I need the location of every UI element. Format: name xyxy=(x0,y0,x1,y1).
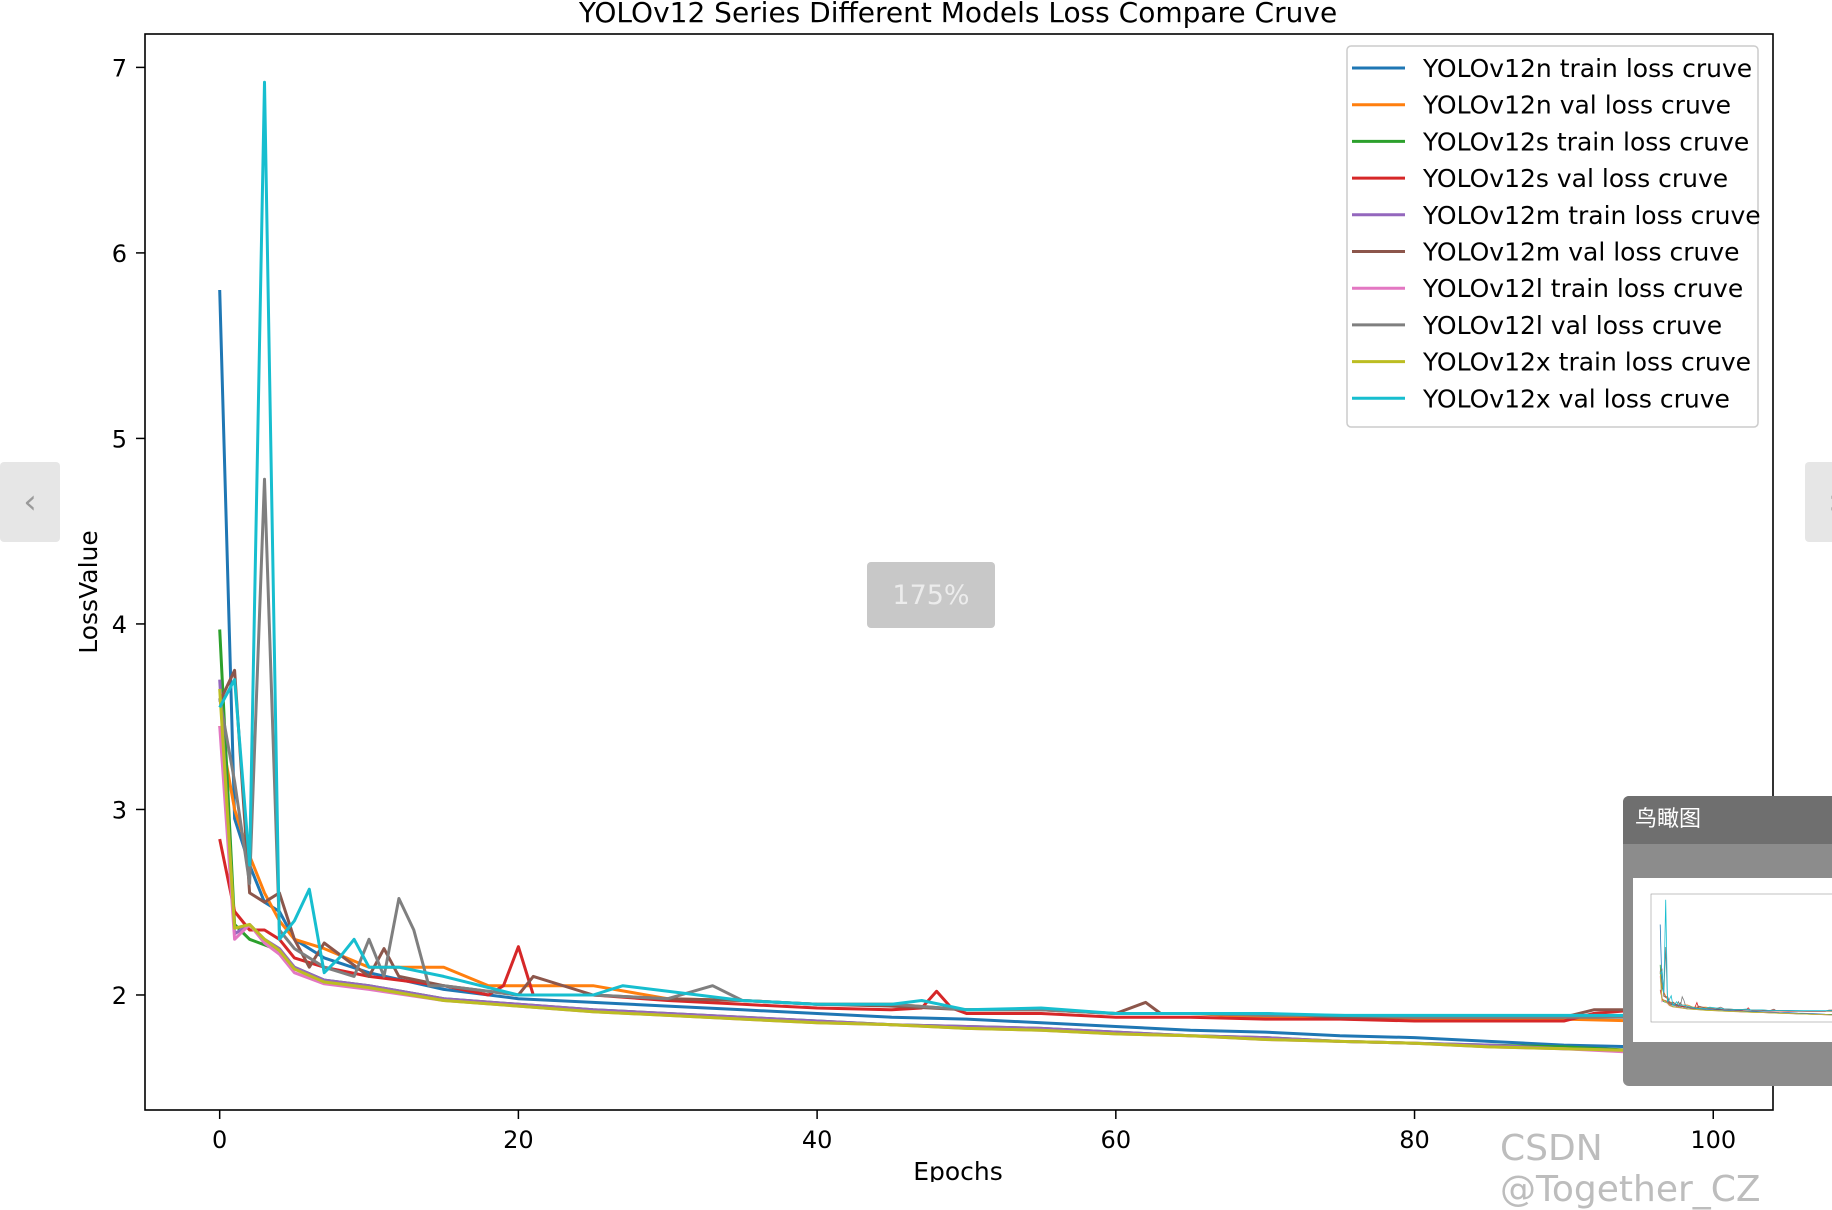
y-tick-label: 4 xyxy=(112,611,127,639)
legend-label: YOLOv12m train loss cruve xyxy=(1422,201,1761,230)
x-tick-label: 80 xyxy=(1399,1126,1430,1154)
overview-panel[interactable]: 鸟瞰图 xyxy=(1623,796,1832,1086)
y-tick-label: 5 xyxy=(112,425,127,453)
legend-label: YOLOv12s train loss cruve xyxy=(1422,127,1749,156)
y-tick-label: 2 xyxy=(112,982,127,1010)
y-tick-label: 6 xyxy=(112,240,127,268)
axis-ticks: 0 20 40 60 80 100 2 3 4 5 6 7 xyxy=(112,54,1736,1154)
x-tick-label: 20 xyxy=(503,1126,534,1154)
series-line xyxy=(218,80,1699,1017)
chevron-right-icon: › xyxy=(1828,482,1832,522)
legend-label: YOLOv12l val loss cruve xyxy=(1422,311,1722,340)
x-tick-label: 60 xyxy=(1101,1126,1132,1154)
thumbnail-series-line xyxy=(1659,971,1832,1016)
legend-label: YOLOv12x val loss cruve xyxy=(1422,384,1730,413)
chart-legend: YOLOv12n train loss cruve YOLOv12n val lo… xyxy=(1346,45,1761,428)
overview-title: 鸟瞰图 xyxy=(1623,796,1832,844)
legend-label: YOLOv12s val loss cruve xyxy=(1422,164,1728,193)
y-tick-label: 3 xyxy=(112,796,127,824)
zoom-level-indicator: 175% xyxy=(867,562,995,628)
previous-image-button[interactable]: ‹ xyxy=(0,462,60,542)
legend-label: YOLOv12x train loss cruve xyxy=(1422,348,1751,377)
y-axis-label: LossValue xyxy=(74,530,103,654)
overview-thumbnail-chart xyxy=(1650,893,1832,1023)
x-axis-label: Epochs xyxy=(913,1157,1003,1182)
legend-label: YOLOv12l train loss cruve xyxy=(1422,274,1743,303)
x-tick-label: 40 xyxy=(802,1126,833,1154)
thumbnail-series-line xyxy=(1659,899,1832,1012)
series-line xyxy=(218,688,1699,1056)
watermark: CSDN @Together_CZ xyxy=(1500,1128,1761,1210)
overview-thumbnail[interactable] xyxy=(1633,878,1832,1042)
next-image-button[interactable]: › xyxy=(1805,462,1832,542)
chevron-left-icon: ‹ xyxy=(23,482,37,522)
legend-label: YOLOv12n train loss cruve xyxy=(1422,54,1752,83)
legend-label: YOLOv12n val loss cruve xyxy=(1422,91,1731,120)
chart-title: YOLOv12 Series Different Models Loss Com… xyxy=(578,0,1337,29)
series-line xyxy=(218,289,1699,1053)
legend-label: YOLOv12m val loss cruve xyxy=(1422,238,1740,267)
series-lines xyxy=(218,80,1699,1058)
legend-box xyxy=(1346,45,1759,428)
x-tick-label: 0 xyxy=(212,1126,227,1154)
x-tick-label: 100 xyxy=(1690,1126,1736,1154)
y-tick-label: 7 xyxy=(112,54,127,82)
